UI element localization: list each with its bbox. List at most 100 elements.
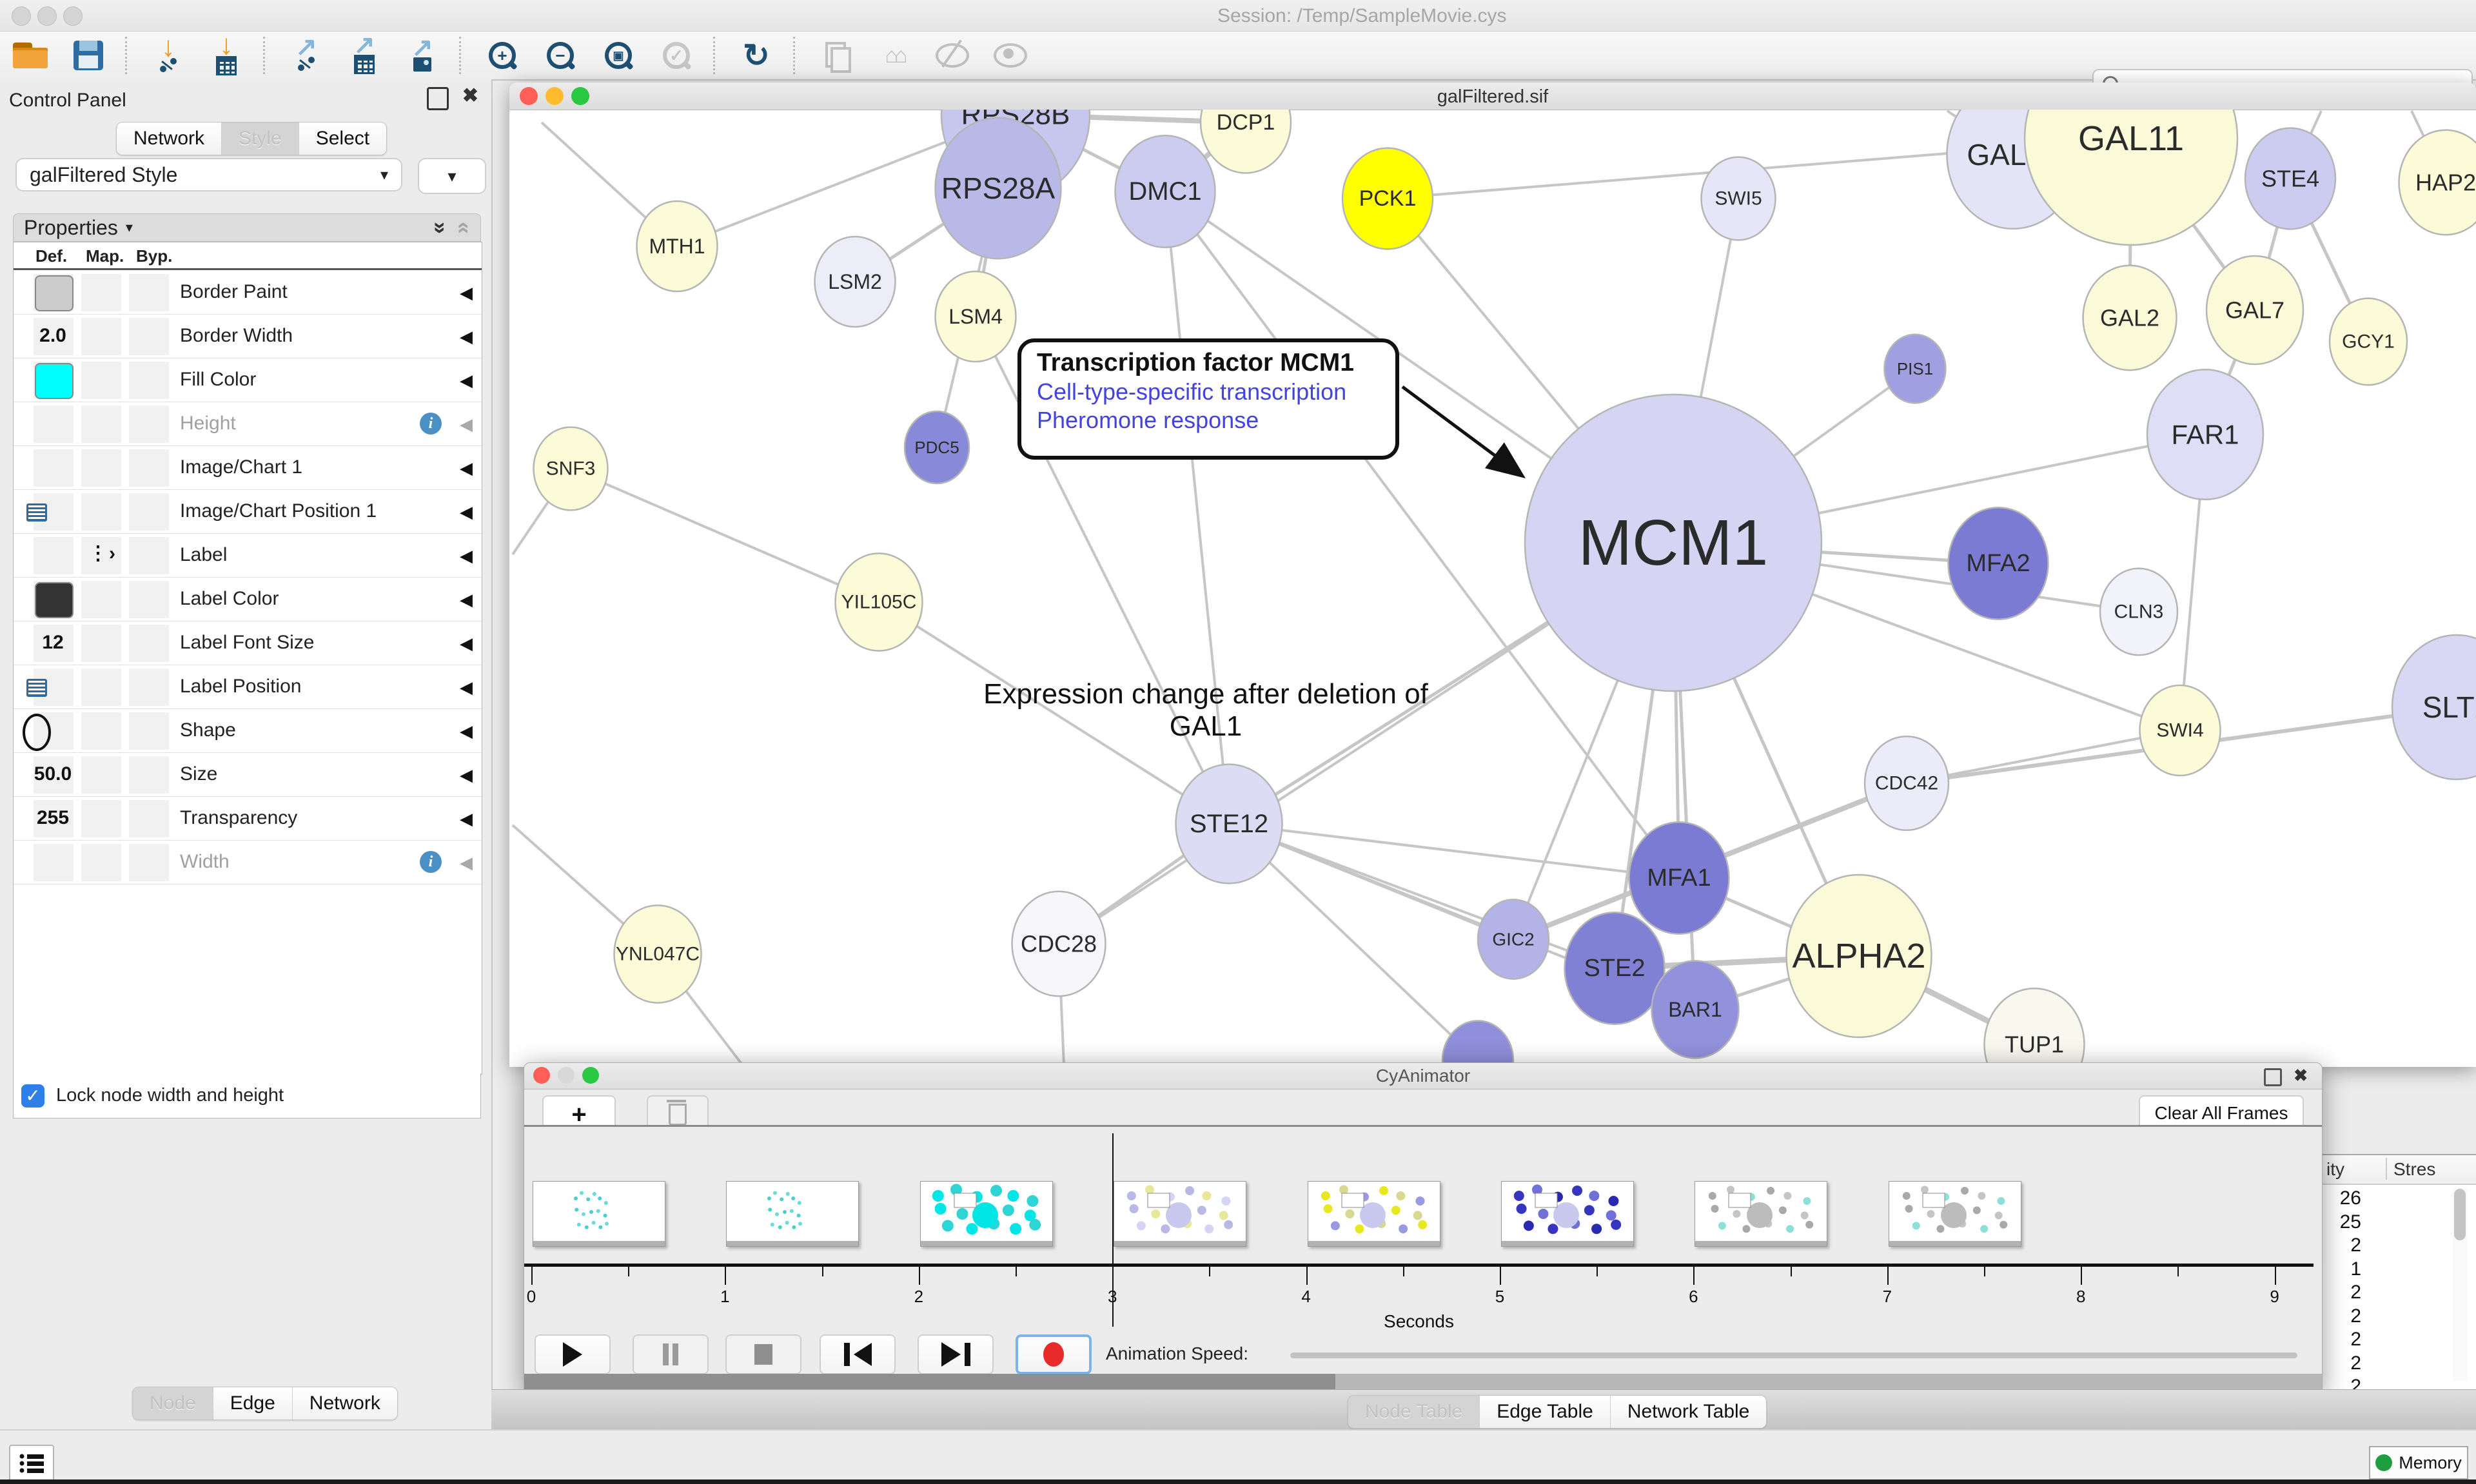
network-node-fus1[interactable] [1441, 1020, 1515, 1067]
mapping-cell[interactable] [81, 273, 122, 312]
zoom-icon[interactable] [571, 87, 589, 105]
mapping-cell[interactable] [81, 405, 122, 444]
cyanimator-titlebar[interactable]: CyAnimator ✖ [524, 1063, 2322, 1089]
table-cell-value[interactable]: 2 [2350, 1282, 2361, 1303]
mapping-cell[interactable] [81, 449, 122, 487]
network-node-gal7[interactable]: GAL7 [2205, 255, 2304, 366]
default-value-cell[interactable] [33, 756, 74, 794]
network-edge[interactable] [1228, 823, 1680, 879]
collapse-arrow-icon[interactable]: ◀ [460, 678, 473, 697]
network-node-mcm1[interactable]: MCM1 [1524, 393, 1823, 692]
network-node-tup1[interactable]: TUP1 [1983, 987, 2085, 1067]
collapse-arrow-icon[interactable]: ◀ [460, 502, 473, 522]
style-options-button[interactable]: ▾ [418, 158, 486, 194]
network-node-ste12[interactable]: STE12 [1175, 763, 1283, 884]
close-panel-icon[interactable]: ✖ [2294, 1066, 2308, 1085]
close-icon[interactable] [533, 1067, 550, 1084]
property-row-border-width[interactable]: 2.0 Border Width ◀ [14, 314, 482, 358]
network-node-mfa1[interactable]: MFA1 [1628, 821, 1730, 935]
collapse-arrow-icon[interactable]: ◀ [460, 415, 473, 434]
lock-checkbox[interactable]: ✓ [21, 1084, 44, 1108]
panel-tab-network[interactable]: Network [292, 1387, 397, 1420]
play-button[interactable] [535, 1334, 611, 1374]
bypass-cell[interactable] [128, 668, 170, 707]
property-row-size[interactable]: 50.0 Size ◀ [14, 752, 482, 797]
property-row-image-chart-position-1[interactable]: Image/Chart Position 1 ◀ [14, 489, 482, 534]
property-row-width[interactable]: Width i ◀ [14, 840, 482, 884]
window-zoom-icon[interactable] [63, 6, 83, 26]
network-edge[interactable] [1164, 190, 1680, 879]
mapping-cell[interactable] [81, 712, 122, 750]
table-cell-value[interactable]: 2 [2350, 1329, 2361, 1350]
network-node-cln3[interactable]: CLN3 [2099, 567, 2179, 656]
frame-thumbnail-5[interactable] [1501, 1181, 1634, 1247]
network-canvas[interactable]: RPS28BDCP1RPS28ADMC1PCK1SWI5GAL80GAL11ST… [509, 110, 2476, 1067]
hide-selected-icon[interactable] [931, 35, 974, 75]
collapse-arrow-icon[interactable]: ◀ [460, 590, 473, 609]
default-value-cell[interactable] [33, 317, 74, 356]
table-tab-node-table[interactable]: Node Table [1348, 1396, 1480, 1428]
show-all-icon[interactable] [989, 35, 1032, 75]
window-minimize-icon[interactable] [37, 6, 57, 26]
collapse-arrow-icon[interactable]: ◀ [460, 634, 473, 653]
property-row-label-color[interactable]: Label Color ◀ [14, 577, 482, 621]
property-row-label-position[interactable]: Label Position ◀ [14, 665, 482, 709]
network-node-gic2[interactable]: GIC2 [1477, 899, 1550, 980]
color-swatch[interactable] [35, 363, 74, 399]
network-node-bar1[interactable]: BAR1 [1651, 960, 1740, 1059]
info-icon[interactable]: i [420, 851, 442, 873]
bypass-cell[interactable] [128, 317, 170, 356]
network-edge[interactable] [1228, 823, 1479, 1062]
collapse-arrow-icon[interactable]: ◀ [460, 853, 473, 872]
property-row-fill-color[interactable]: Fill Color ◀ [14, 358, 482, 402]
collapse-all-icon[interactable]: « [452, 221, 477, 234]
mapping-cell[interactable] [81, 493, 122, 531]
bypass-cell[interactable] [128, 273, 170, 312]
network-node-hap2[interactable]: HAP2 [2398, 129, 2476, 236]
bypass-cell[interactable] [128, 449, 170, 487]
color-swatch[interactable] [35, 275, 74, 311]
close-panel-icon[interactable]: ✖ [462, 85, 478, 106]
annotation-box[interactable]: Transcription factor MCM1 Cell-type-spec… [1017, 338, 1399, 460]
zoom-in-icon[interactable]: + [481, 35, 524, 75]
default-value-cell[interactable] [33, 799, 74, 838]
annotation-link[interactable]: Cell-type-specific transcription [1037, 378, 1347, 405]
task-history-button[interactable] [9, 1445, 54, 1482]
property-row-label[interactable]: ⋮› Label ◀ [14, 533, 482, 578]
default-value-cell[interactable] [33, 843, 74, 882]
collapse-arrow-icon[interactable]: ◀ [460, 765, 473, 785]
mapping-cell[interactable] [81, 536, 122, 575]
zoom-out-icon[interactable]: − [539, 35, 582, 75]
network-node-dmc1[interactable]: DMC1 [1114, 134, 1216, 249]
float-panel-icon[interactable] [2264, 1068, 2282, 1086]
network-node-lsm2[interactable]: LSM2 [814, 235, 896, 328]
tab-network[interactable]: Network [117, 122, 222, 155]
table-cell-value[interactable]: 2 [2350, 1235, 2361, 1256]
mapping-cell[interactable] [81, 317, 122, 356]
import-table-icon[interactable]: ↓ [205, 31, 248, 75]
close-icon[interactable] [520, 87, 538, 105]
network-edge[interactable] [570, 467, 879, 603]
network-node-gcy1[interactable]: GCY1 [2328, 297, 2408, 386]
network-node-mth1[interactable]: MTH1 [636, 200, 718, 293]
collapse-arrow-icon[interactable]: ◀ [460, 327, 473, 346]
collapse-arrow-icon[interactable]: ◀ [460, 371, 473, 390]
tab-style[interactable]: Style [222, 122, 299, 155]
network-node-slt2[interactable]: SLT2 [2391, 634, 2476, 781]
network-node-swi5[interactable]: SWI5 [1700, 156, 1776, 241]
default-value-cell[interactable] [33, 449, 74, 487]
collapse-arrow-icon[interactable]: ◀ [460, 546, 473, 565]
pause-button[interactable] [633, 1334, 709, 1374]
skip-start-button[interactable] [820, 1334, 896, 1374]
bypass-cell[interactable] [128, 624, 170, 663]
default-value-cell[interactable] [33, 624, 74, 663]
property-row-label-font-size[interactable]: 12 Label Font Size ◀ [14, 621, 482, 665]
frame-thumbnail-2[interactable] [919, 1181, 1053, 1247]
network-node-ynl047c[interactable]: YNL047C [613, 904, 702, 1004]
panel-tab-node[interactable]: Node [133, 1387, 213, 1420]
bypass-cell[interactable] [128, 712, 170, 750]
table-cell-value[interactable]: 1 [2350, 1258, 2361, 1280]
window-close-icon[interactable] [12, 6, 31, 26]
mapping-cell[interactable] [81, 361, 122, 400]
zoom-selected-icon[interactable]: ✓ [655, 35, 698, 75]
